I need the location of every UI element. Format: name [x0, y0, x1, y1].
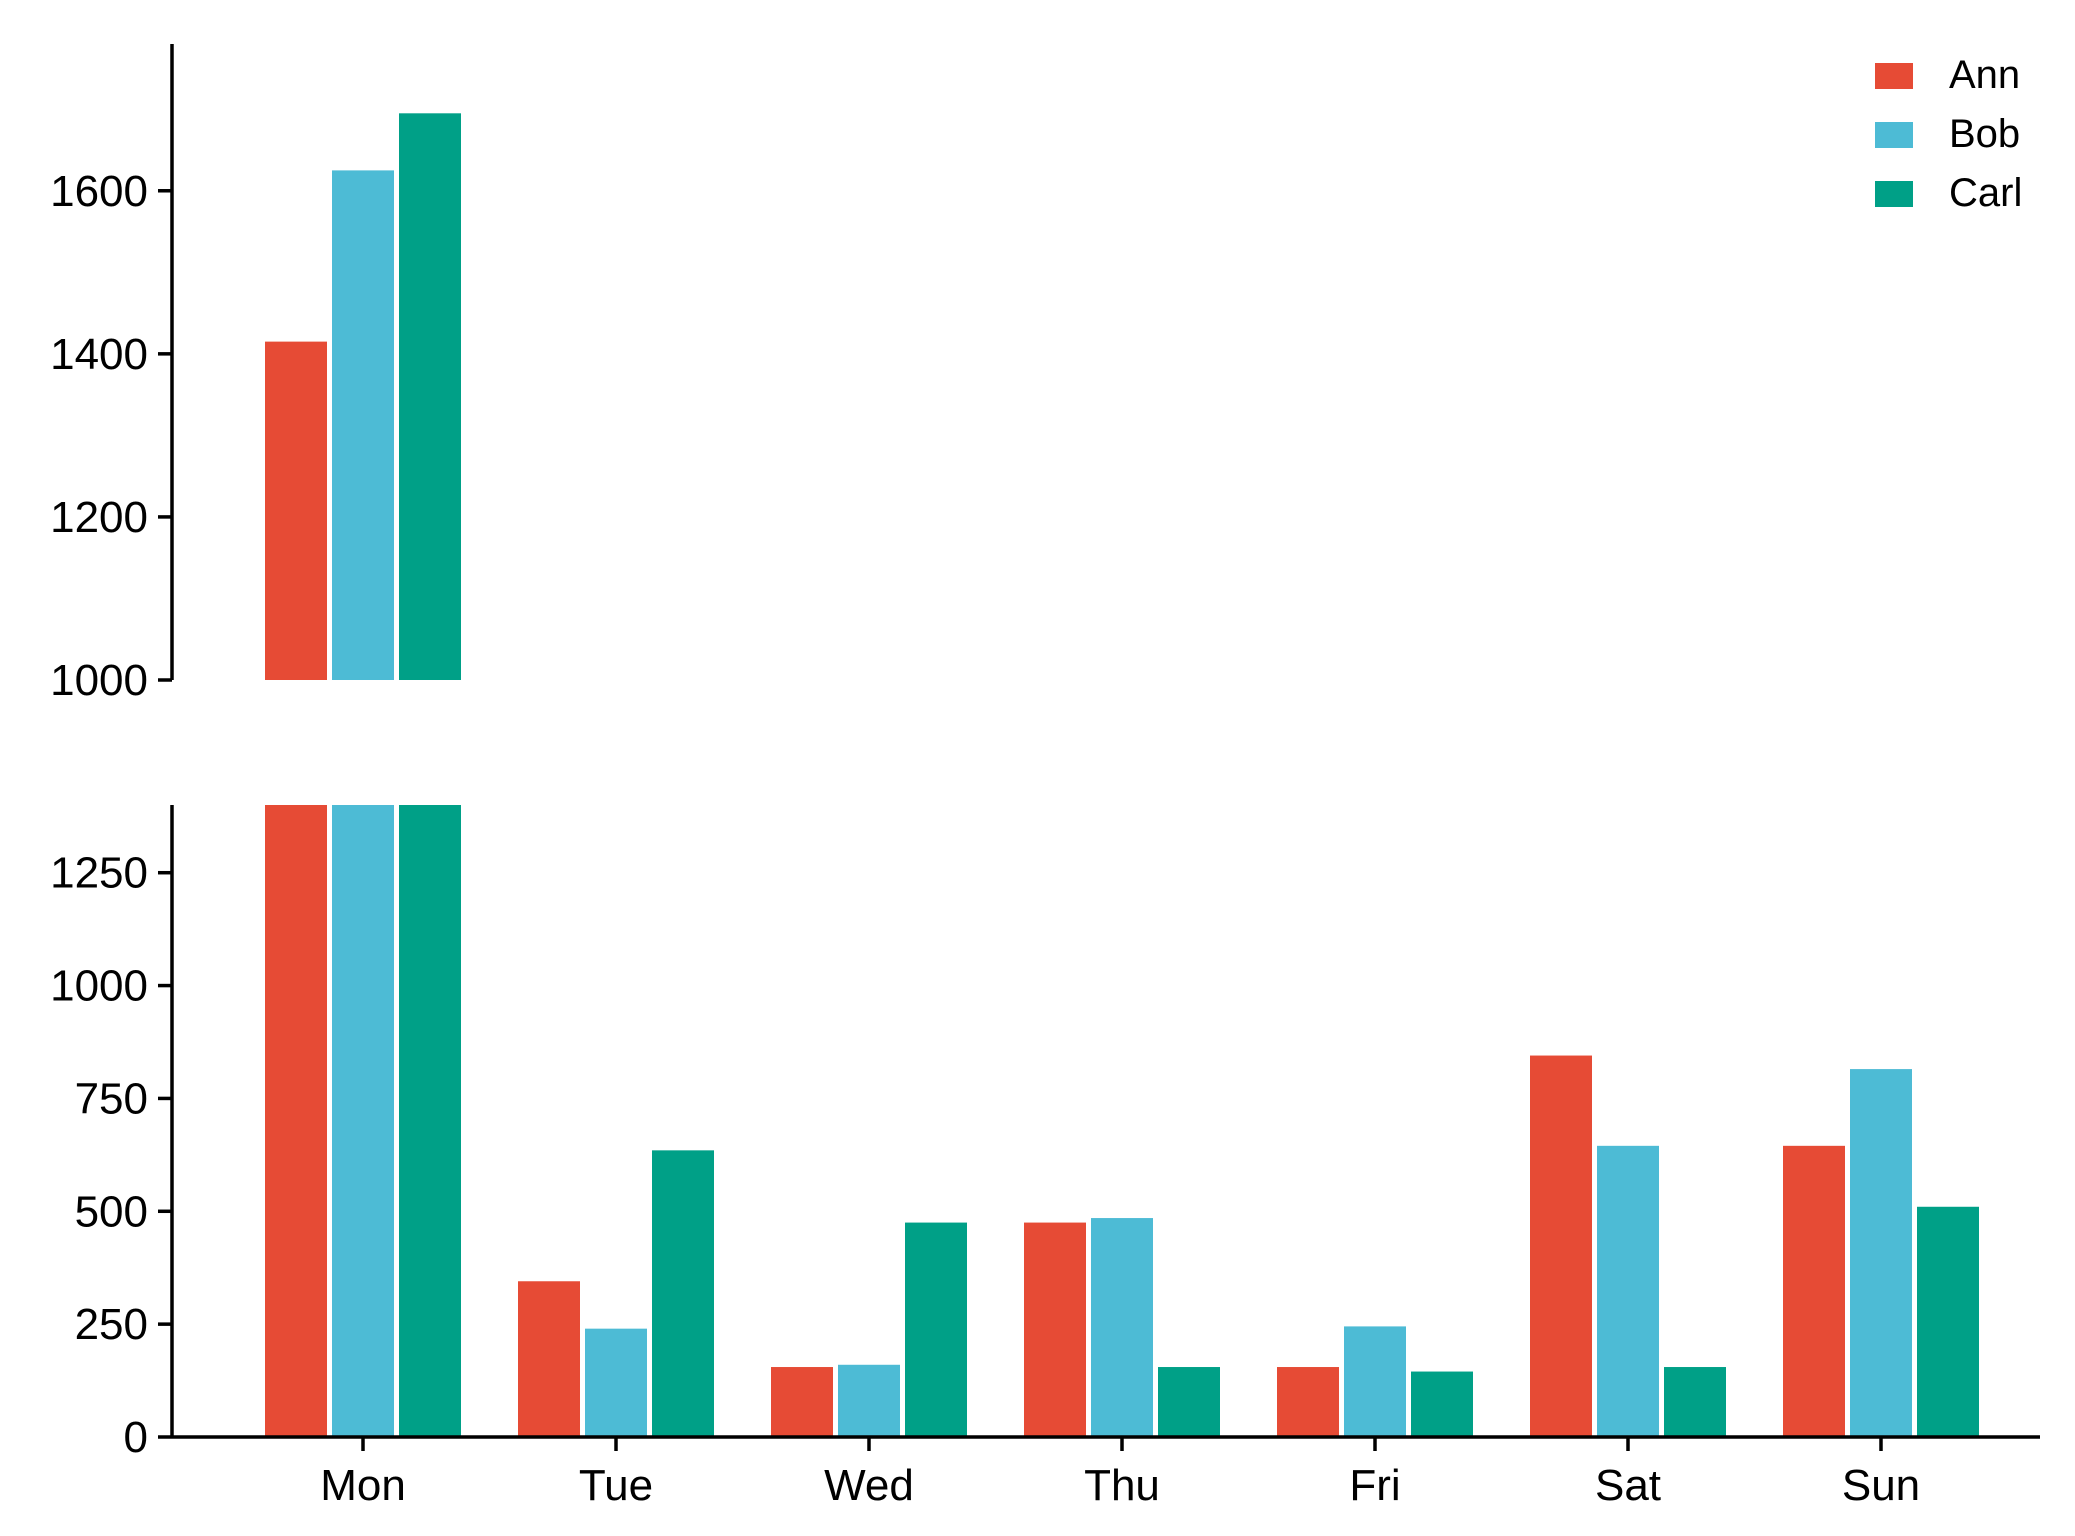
upper-bars [265, 113, 461, 681]
lower-y-ticks: 0 250 500 750 1000 1250 [50, 849, 172, 1462]
legend: Ann Bob Carl [1875, 53, 2022, 215]
upper-y-tick-label-1600: 1600 [50, 167, 148, 216]
lower-y-tick-label-500: 500 [75, 1187, 148, 1236]
legend-swatch-ann [1875, 63, 1913, 89]
bar-bob-tue [585, 1328, 647, 1437]
x-tick-label-fri: Fri [1349, 1461, 1400, 1510]
legend-label-ann: Ann [1949, 53, 2020, 97]
lower-y-tick-label-1000: 1000 [50, 962, 148, 1011]
legend-label-carl: Carl [1949, 171, 2022, 215]
x-tick-label-mon: Mon [320, 1461, 406, 1510]
legend-label-bob: Bob [1949, 112, 2020, 156]
upper-y-tick-label-1000: 1000 [50, 656, 148, 705]
bar-upper-ann-mon [265, 341, 327, 680]
legend-swatch-carl [1875, 181, 1913, 207]
legend-swatch-bob [1875, 122, 1913, 148]
bar-bob-sat [1597, 1145, 1659, 1437]
bar-upper-carl-mon [399, 113, 461, 681]
bar-bob-wed [838, 1364, 900, 1437]
bar-upper-bob-mon [332, 170, 394, 680]
bar-bob-thu [1091, 1218, 1153, 1437]
bar-carl-tue [652, 1150, 714, 1437]
x-tick-label-wed: Wed [824, 1461, 914, 1510]
lower-panel: 0 250 500 750 1000 1250 Mon Tue Wed Thu Fri Sat Sun [50, 805, 2040, 1510]
bar-ann-wed [771, 1367, 833, 1437]
bar-ann-mon [265, 805, 327, 1437]
upper-y-tick-label-1200: 1200 [50, 493, 148, 542]
bar-bob-mon [332, 805, 394, 1437]
bar-carl-mon [399, 805, 461, 1437]
lower-y-tick-label-1250: 1250 [50, 849, 148, 898]
upper-y-tick-label-1400: 1400 [50, 330, 148, 379]
upper-y-ticks: 1000 1200 1400 1600 [50, 167, 172, 705]
bar-ann-thu [1024, 1222, 1086, 1437]
lower-bars [265, 805, 1979, 1437]
x-tick-label-thu: Thu [1084, 1461, 1160, 1510]
bar-bob-sun [1850, 1069, 1912, 1437]
bar-ann-sun [1783, 1145, 1845, 1437]
bar-carl-thu [1158, 1367, 1220, 1437]
bar-bob-fri [1344, 1326, 1406, 1437]
lower-y-tick-label-750: 750 [75, 1074, 148, 1123]
x-tick-label-tue: Tue [579, 1461, 653, 1510]
x-ticks: Mon Tue Wed Thu Fri Sat Sun [320, 1437, 1920, 1510]
bar-carl-sun [1917, 1206, 1979, 1437]
x-tick-label-sun: Sun [1842, 1461, 1920, 1510]
bar-carl-sat [1664, 1367, 1726, 1437]
upper-panel: 1000 1200 1400 1600 [50, 44, 461, 705]
x-tick-label-sat: Sat [1595, 1461, 1661, 1510]
bar-carl-fri [1411, 1371, 1473, 1437]
bar-ann-tue [518, 1281, 580, 1437]
bar-carl-wed [905, 1222, 967, 1437]
bar-ann-fri [1277, 1367, 1339, 1437]
lower-y-tick-label-250: 250 [75, 1300, 148, 1349]
lower-y-tick-label-0: 0 [124, 1413, 148, 1462]
bar-ann-sat [1530, 1055, 1592, 1437]
